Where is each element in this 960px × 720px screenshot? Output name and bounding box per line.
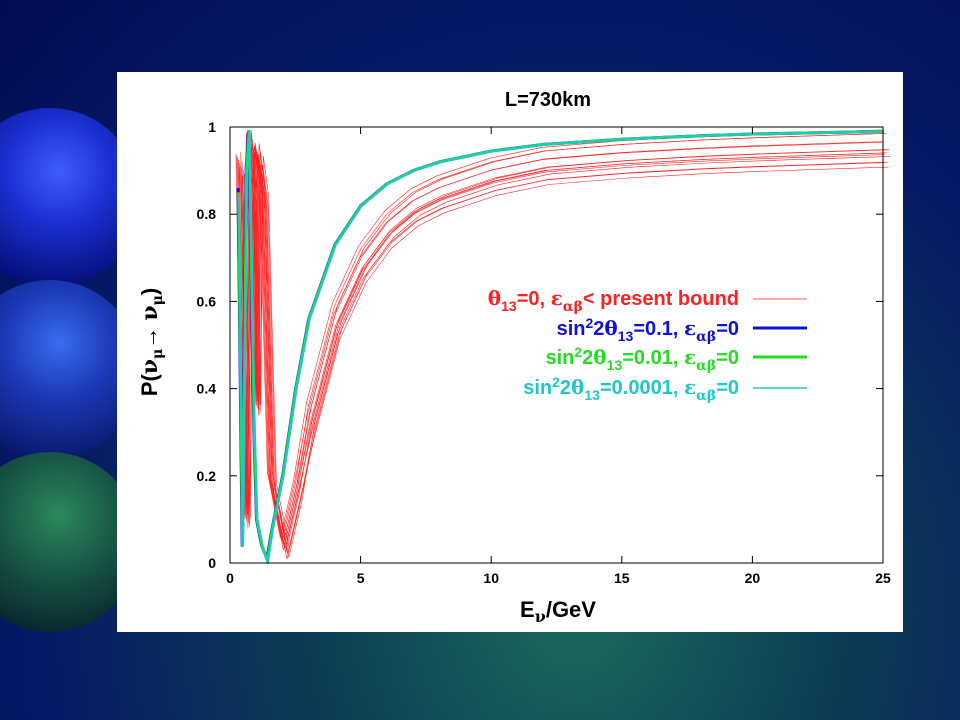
svg-text:sin22θ13=0.01, εαβ=0: sin22θ13=0.01, εαβ=0 <box>545 344 739 374</box>
y-axis-label: P(νμ→ νμ) <box>137 288 166 396</box>
series-line-red-variant <box>244 149 890 558</box>
series-line-red-variant <box>241 139 888 545</box>
svg-text:θ13=0, εαβ< present bound: θ13=0, εαβ< present bound <box>488 286 739 315</box>
legend-item-cyan: sin22θ13=0.0001, εαβ=0 <box>523 374 807 404</box>
y-tick-label: 0.4 <box>197 381 217 397</box>
series-line-red-variant <box>239 141 885 547</box>
y-tick-label: 0 <box>208 555 216 571</box>
x-tick-label: 0 <box>226 570 234 586</box>
background-sphere-top <box>0 108 140 288</box>
x-axis-label: Eν/GeV <box>520 597 596 626</box>
x-tick-label: 20 <box>745 570 761 586</box>
svg-text:sin22θ13=0.1, εαβ=0: sin22θ13=0.1, εαβ=0 <box>557 315 739 345</box>
legend-item-green: sin22θ13=0.01, εαβ=0 <box>545 344 807 374</box>
legend-item-red: θ13=0, εαβ< present bound <box>488 286 807 315</box>
series-line-cyan <box>237 130 885 565</box>
x-tick-label: 25 <box>875 570 891 586</box>
chart-panel: L=730km 0 5 10 15 20 25 0 0.2 0.4 0.6 0.8 1 Eν/GeV … <box>117 72 903 632</box>
legend-item-blue: sin22θ13=0.1, εαβ=0 <box>557 315 807 345</box>
series-line-red-variant <box>240 130 887 536</box>
y-tick-label: 0.2 <box>197 468 217 484</box>
background-sphere-bottom <box>0 452 140 632</box>
series-line-red-variant <box>244 142 891 549</box>
x-tick-label: 5 <box>357 570 365 586</box>
series-line-red-variant <box>235 129 882 538</box>
y-tick-label: 1 <box>208 119 216 135</box>
x-tick-label: 15 <box>614 570 630 586</box>
chart-title: L=730km <box>505 89 591 111</box>
y-tick-label: 0.8 <box>197 206 217 222</box>
x-tick-label: 10 <box>483 570 499 586</box>
series-line-red-variant <box>242 153 888 560</box>
background-sphere-middle <box>0 280 140 460</box>
plot-frame <box>229 126 884 564</box>
y-tick-label: 0.6 <box>197 293 217 309</box>
svg-text:sin22θ13=0.0001, εαβ=0: sin22θ13=0.0001, εαβ=0 <box>523 374 739 404</box>
